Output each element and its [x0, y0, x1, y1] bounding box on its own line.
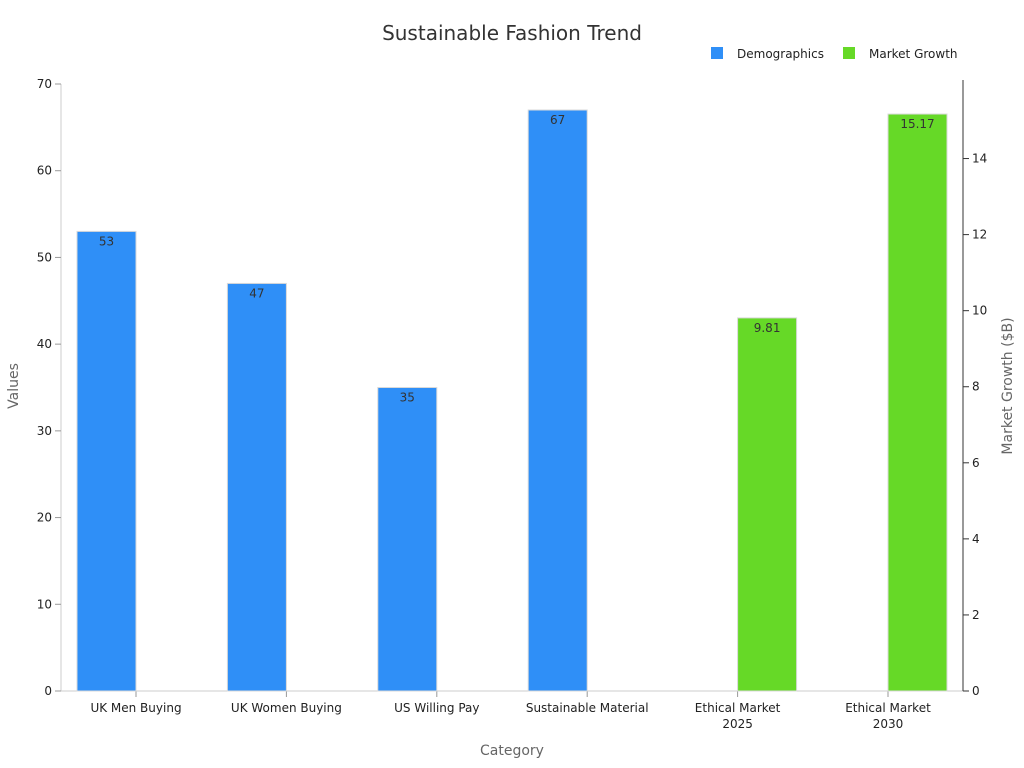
y2-tick-label: 8 — [972, 380, 980, 394]
y-tick-label: 10 — [37, 597, 52, 611]
y2-tick-label: 0 — [972, 684, 980, 698]
legend: Demographics Market Growth — [711, 47, 958, 61]
x-tick-label: UK Men Buying — [90, 701, 181, 715]
y-tick-label: 70 — [37, 77, 52, 91]
bar-demographics — [76, 230, 137, 692]
data-labels: 53 47 35 67 9.81 15.17 — [99, 113, 935, 404]
legend-swatch-market-growth — [843, 47, 855, 59]
x-tick-label: Ethical Market 2025 — [695, 701, 781, 731]
y2-axis-title: Market Growth ($B) — [1000, 317, 1016, 454]
bar-demographics — [377, 387, 438, 692]
data-label-market-growth: 9.81 — [754, 321, 781, 335]
y-tick-label: 30 — [37, 424, 52, 438]
legend-label-demographics: Demographics — [737, 47, 824, 61]
data-label-demographics: 53 — [99, 234, 114, 248]
y2-tick-label: 6 — [972, 456, 980, 470]
y2-tick-label: 12 — [972, 228, 987, 242]
data-label-demographics: 67 — [550, 113, 565, 127]
bars — [76, 109, 948, 692]
bar-market-growth — [887, 113, 948, 692]
legend-swatch-demographics — [711, 47, 723, 59]
y-tick-label: 0 — [44, 684, 52, 698]
x-tick-label: Sustainable Material — [526, 701, 649, 715]
bar-demographics — [527, 109, 588, 692]
data-label-demographics: 35 — [400, 391, 415, 405]
y-tick-label: 40 — [37, 337, 52, 351]
x-tick-label: US Willing Pay — [394, 701, 479, 715]
axes: 0 10 20 30 40 50 60 70 0 2 4 6 8 10 12 14 UK Men Buying U… — [37, 77, 988, 731]
data-label-demographics: 47 — [249, 286, 264, 300]
y2-tick-label: 4 — [972, 532, 980, 546]
y-tick-label: 50 — [37, 250, 52, 264]
y2-tick-label: 14 — [972, 152, 987, 166]
x-tick-label: Ethical Market 2030 — [845, 701, 931, 731]
y-axis-title: Values — [6, 363, 22, 409]
bar-demographics — [226, 282, 287, 692]
y2-tick-label: 2 — [972, 608, 980, 622]
legend-label-market-growth: Market Growth — [869, 47, 958, 61]
x-tick-label: UK Women Buying — [231, 701, 342, 715]
y-tick-label: 20 — [37, 511, 52, 525]
y-tick-label: 60 — [37, 164, 52, 178]
bar-market-growth — [737, 317, 798, 692]
x-axis-title: Category — [480, 743, 544, 759]
data-label-market-growth: 15.17 — [900, 117, 934, 131]
y2-tick-label: 10 — [972, 304, 987, 318]
chart-title: Sustainable Fashion Trend — [382, 21, 642, 45]
